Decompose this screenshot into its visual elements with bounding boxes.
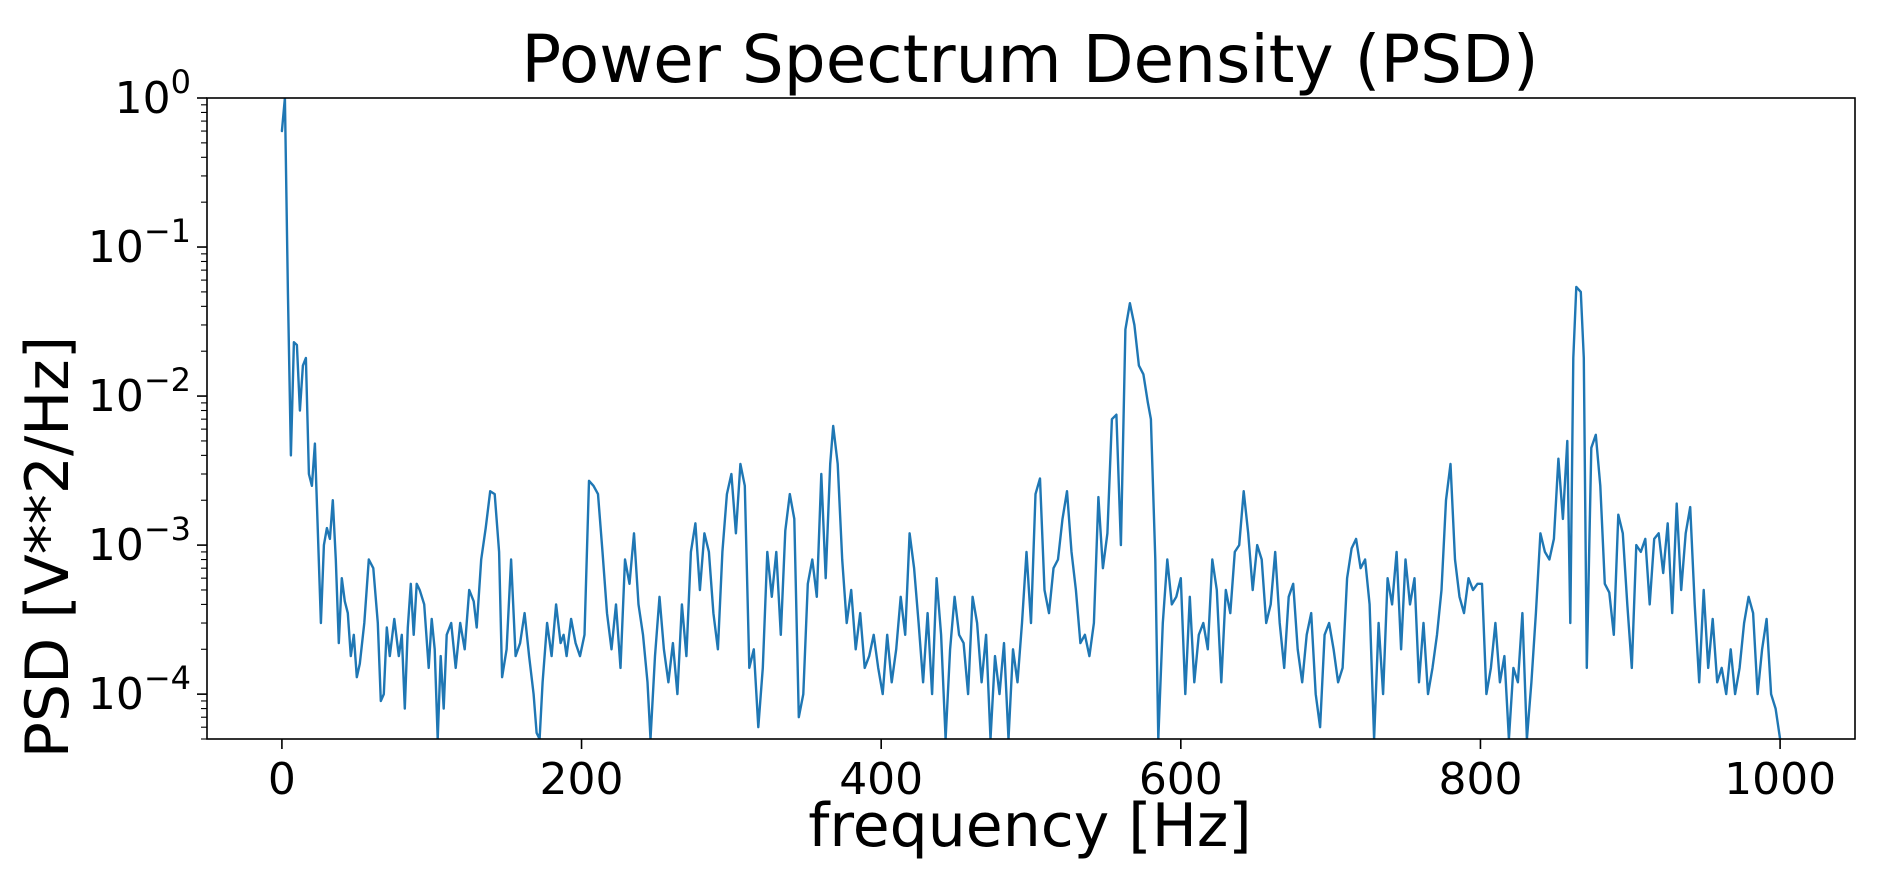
x-axis-ticks: 0 200 400 600 800 1000: [268, 739, 1836, 805]
y-tick-label: 10−4: [88, 659, 191, 720]
y-tick-exponent: 0: [171, 63, 191, 101]
y-tick-exponent: −4: [144, 659, 191, 697]
y-tick-label: 10−2: [88, 361, 191, 422]
x-tick-label: 0: [268, 754, 296, 805]
plot-frame: [206, 97, 1856, 740]
y-tick-label: 10−3: [88, 510, 191, 571]
x-tick-label: 600: [1139, 754, 1223, 805]
y-tick-base: 10: [88, 222, 144, 273]
psd-series-line-0: [280, 98, 1782, 739]
y-tick-base: 10: [88, 520, 144, 571]
x-tick-label: 1000: [1724, 754, 1836, 805]
y-tick-exponent: −3: [144, 510, 191, 548]
x-axis-label: frequency [Hz]: [808, 791, 1251, 861]
chart-title: Power Spectrum Density (PSD): [521, 21, 1538, 98]
y-tick-label: 10−1: [88, 212, 191, 273]
y-tick-base: 10: [88, 669, 144, 720]
y-tick-exponent: −1: [144, 212, 191, 250]
x-tick-label: 400: [839, 754, 923, 805]
series-layer: [280, 98, 1782, 739]
y-tick-label: 100: [115, 63, 191, 124]
plot-area: [206, 97, 1856, 740]
y-tick-base: 10: [115, 73, 171, 124]
x-tick-label: 800: [1438, 754, 1522, 805]
y-tick-exponent: −2: [144, 361, 191, 399]
x-tick-label: 200: [540, 754, 624, 805]
y-tick-base: 10: [88, 371, 144, 422]
y-axis-label: PSD [V**2/Hz]: [13, 336, 83, 758]
